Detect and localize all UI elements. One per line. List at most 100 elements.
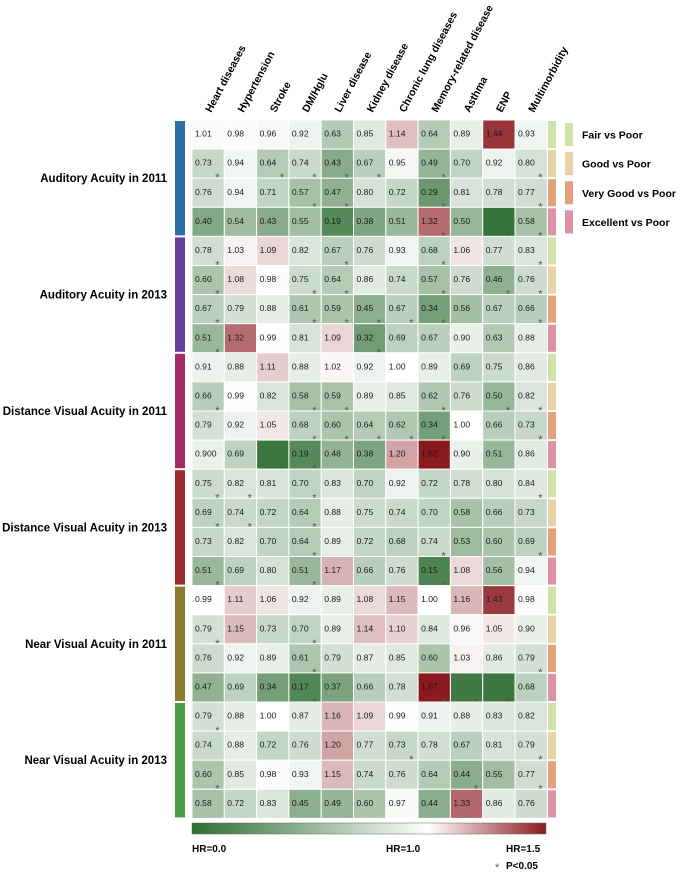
group-label: Near Visual Acuity in 2013: [24, 755, 167, 767]
column-label: Stroke: [268, 80, 294, 115]
cell-value: 0.62: [421, 390, 438, 400]
cell-value: 0.60: [195, 769, 212, 779]
cell-value: 0.92: [357, 361, 374, 371]
cell-value: 0.94: [518, 565, 535, 575]
comparison-strip-cell: [548, 237, 556, 265]
cell-value: 0.67: [195, 303, 212, 313]
cell-value: 0.45: [292, 798, 309, 808]
comparison-strip-cell: [548, 412, 556, 440]
heatmap-cell: [449, 556, 484, 587]
heatmap-cell: [320, 759, 355, 790]
cell-value: 0.62: [389, 420, 406, 430]
heatmap-cell: [417, 265, 451, 296]
cell-value: 0.59: [324, 303, 341, 313]
heatmap-cell: [417, 556, 451, 587]
heatmap-cell: [191, 323, 225, 354]
comparison-strip-cell: [548, 179, 556, 207]
cell-value: 0.60: [486, 536, 503, 546]
cell-value: 0.63: [324, 129, 341, 139]
cell-value: 0.61: [292, 652, 309, 662]
cell-value: 0.15: [421, 565, 438, 575]
heatmap-cell: [417, 672, 451, 703]
heatmap-cell: [288, 556, 322, 587]
comparison-strip-cell: [548, 761, 556, 789]
cell-value: 0.73: [389, 740, 406, 750]
heatmap-cell: [256, 352, 290, 383]
cell-value: 0.900: [195, 449, 217, 459]
cell-value: 0.45: [357, 303, 374, 313]
legend-label: Very Good vs Poor: [582, 188, 676, 200]
cell-value: 1.44: [486, 129, 503, 139]
cell-value: 0.72: [389, 187, 406, 197]
cell-value: 0.70: [292, 623, 309, 633]
heatmap-cell: [223, 497, 258, 528]
cell-value: 1.15: [389, 594, 406, 604]
heatmap-cell: [482, 701, 516, 732]
cell-value: 0.97: [389, 798, 406, 808]
cell-value: 0.76: [357, 245, 374, 255]
cell-value: 0.89: [421, 361, 438, 371]
heatmap-cell: [288, 672, 322, 703]
cell-value: 0.67: [453, 740, 470, 750]
cell-value: 0.69: [518, 536, 535, 546]
cell-value: 0.76: [518, 274, 535, 284]
legend-swatch: [565, 152, 573, 176]
cell-value: 0.93: [389, 245, 406, 255]
cell-value: 0.87: [292, 711, 309, 721]
cell-value: 0.83: [324, 478, 341, 488]
cell-value: 0.88: [518, 332, 535, 342]
heatmap-cell: [385, 497, 419, 528]
heatmap-cell: [385, 206, 419, 237]
cell-value: 0.78: [421, 740, 438, 750]
heatmap-cell: [353, 788, 387, 819]
heatmap-cell: [288, 701, 322, 732]
heatmap-cell: [353, 235, 387, 266]
cell-value: 0.43: [324, 158, 341, 168]
heatmap-cell: [191, 439, 225, 470]
heatmap-cell: [353, 497, 387, 528]
cell-value: 0.70: [292, 478, 309, 488]
heatmap-cell: [223, 177, 258, 208]
cell-value: 0.66: [518, 303, 535, 313]
cell-value: 0.72: [260, 507, 277, 517]
cell-value: 0.71: [260, 187, 277, 197]
cell-value: 0.85: [357, 129, 374, 139]
cell-value: 0.34: [421, 420, 438, 430]
heatmap-cell: [449, 265, 484, 296]
heatmap-cell: [385, 526, 419, 558]
heatmap-cell: [353, 352, 387, 383]
comparison-strip-cell: [548, 121, 556, 149]
heatmap-cell: [417, 323, 451, 354]
cell-value: 0.78: [389, 681, 406, 691]
cell-value: 1.20: [324, 740, 341, 750]
heatmap-cell: [223, 206, 258, 237]
cell-value: 0.73: [260, 623, 277, 633]
legend-label: Fair vs Poor: [582, 130, 643, 142]
heatmap-cell: [417, 614, 451, 645]
heatmap-cell: [449, 701, 484, 732]
cell-value: 0.75: [292, 274, 309, 284]
cell-value: 1.17: [324, 565, 341, 575]
cell-value: 0.74: [389, 507, 406, 517]
cell-value: 0.91: [421, 711, 438, 721]
group-color-bars: [175, 121, 185, 818]
cell-value: 0.76: [195, 652, 212, 662]
cell-value: 0.79: [227, 303, 244, 313]
cell-value: 1.09: [357, 711, 374, 721]
heatmap-cell: [288, 759, 322, 790]
heatmap-cell: [385, 439, 419, 470]
cell-value: 0.82: [227, 478, 244, 488]
cell-value: 0.82: [292, 245, 309, 255]
cell-value: 0.89: [324, 623, 341, 633]
heatmap-cell: [514, 730, 548, 761]
heatmap-cell: [320, 439, 355, 470]
heatmap-cell: [256, 585, 290, 616]
heatmap-cell: [256, 148, 290, 179]
heatmap-cell: [256, 294, 290, 325]
cell-value: 0.86: [486, 652, 503, 662]
cell-value: 0.64: [421, 129, 438, 139]
heatmap-cell: [417, 788, 451, 819]
group-bar: [175, 586, 185, 701]
cell-value: 0.64: [421, 769, 438, 779]
